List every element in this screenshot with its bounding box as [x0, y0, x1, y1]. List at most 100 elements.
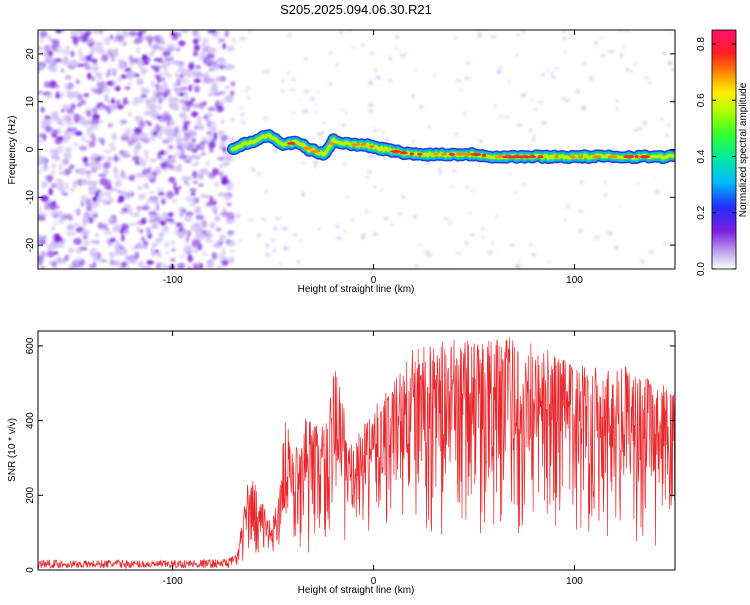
noise-speck [48, 80, 57, 89]
noise-speck [109, 197, 114, 203]
noise-speck [120, 135, 130, 141]
noise-speck [133, 127, 143, 135]
noise-speck [55, 178, 63, 182]
noise-speck [61, 68, 65, 72]
noise-speck [40, 106, 45, 113]
noise-speck [129, 257, 137, 265]
noise-speck [321, 130, 324, 136]
spectrogram-xlabel: Height of straight line (km) [298, 284, 415, 295]
noise-speck [173, 87, 182, 92]
noise-speck [59, 163, 63, 172]
noise-speck [155, 166, 161, 174]
noise-speck [79, 56, 87, 62]
noise-speck [367, 102, 374, 108]
noise-speck [160, 36, 164, 42]
noise-speck [176, 78, 181, 87]
noise-speck [654, 176, 657, 180]
noise-speck [221, 176, 227, 182]
x-tick-label: 100 [566, 275, 583, 286]
noise-speck [114, 259, 120, 266]
noise-speck [343, 162, 346, 167]
noise-speck [190, 192, 196, 196]
snr-panel: -100 0 100 0 200 400 600 Height of straight li… [7, 330, 676, 596]
noise-speck [215, 105, 224, 113]
noise-speck [40, 195, 49, 202]
noise-speck [180, 98, 187, 103]
noise-speck [162, 212, 169, 219]
noise-speck [133, 212, 140, 218]
noise-speck [103, 231, 113, 235]
noise-speck [588, 76, 595, 81]
noise-speck [389, 223, 396, 227]
noise-speck [128, 128, 133, 133]
noise-speck [168, 101, 175, 109]
noise-speck [114, 154, 118, 162]
ridge-peak [471, 152, 482, 157]
noise-speck [615, 106, 619, 112]
noise-speck [438, 170, 442, 175]
noise-speck [100, 119, 104, 124]
noise-speck [202, 56, 210, 65]
noise-speck [164, 241, 169, 249]
noise-speck [340, 108, 345, 111]
noise-speck [105, 201, 111, 205]
noise-speck [237, 239, 242, 242]
noise-speck [141, 205, 150, 211]
ridge-peak [310, 149, 321, 153]
noise-speck [152, 207, 157, 213]
noise-speck [219, 252, 224, 258]
noise-speck [206, 119, 212, 128]
noise-speck [578, 228, 583, 234]
noise-speck [195, 214, 205, 221]
noise-speck [109, 251, 114, 259]
noise-speck [207, 30, 217, 34]
noise-speck [174, 151, 179, 157]
noise-speck [315, 103, 318, 107]
noise-speck [141, 54, 148, 61]
noise-speck [115, 34, 125, 42]
noise-speck [265, 243, 270, 248]
noise-speck [78, 63, 85, 67]
noise-speck [161, 158, 168, 163]
noise-speck [351, 46, 355, 49]
noise-speck [38, 240, 47, 244]
noise-speck [46, 249, 55, 258]
noise-speck [170, 240, 176, 246]
noise-speck [416, 244, 424, 247]
noise-speck [154, 67, 160, 73]
noise-speck [212, 92, 221, 96]
noise-speck [38, 90, 44, 94]
noise-speck [61, 30, 66, 34]
noise-speck [178, 112, 187, 119]
noise-speck [637, 182, 641, 185]
noise-speck [397, 212, 403, 216]
noise-speck [198, 169, 206, 176]
noise-speck [183, 176, 192, 181]
noise-speck [382, 130, 385, 136]
noise-speck [115, 85, 121, 92]
noise-speck [181, 104, 188, 112]
noise-speck [152, 131, 158, 136]
noise-speck [302, 110, 308, 115]
noise-speck [74, 131, 83, 136]
noise-speck [163, 92, 167, 99]
snr-ylabel: SNR (10 * v/v) [7, 418, 18, 482]
noise-speck [200, 144, 205, 150]
sparse-noise [231, 30, 675, 269]
noise-speck [57, 220, 62, 224]
noise-speck [262, 69, 266, 74]
noise-speck [137, 60, 144, 68]
noise-speck [149, 136, 156, 141]
noise-speck [111, 133, 117, 141]
noise-speck [256, 233, 262, 238]
noise-speck [112, 79, 116, 86]
noise-speck [77, 94, 84, 102]
noise-speck [195, 121, 203, 129]
noise-speck [315, 109, 318, 114]
noise-speck [665, 133, 669, 137]
noise-speck [51, 111, 59, 117]
noise-speck [168, 176, 176, 183]
noise-speck [90, 161, 95, 169]
noise-speck [231, 65, 235, 69]
noise-speck [413, 68, 417, 72]
